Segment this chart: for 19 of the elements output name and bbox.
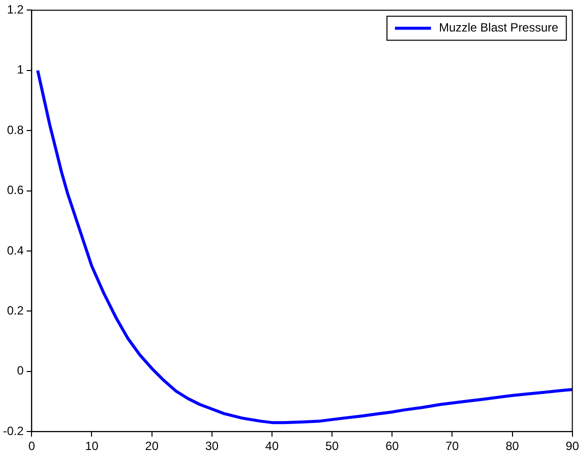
y-tick-label: 0.4 xyxy=(6,243,24,258)
y-tick-label: 0 xyxy=(16,364,24,378)
y-tick-label: -0.2 xyxy=(2,424,24,438)
y-tick-label: 1 xyxy=(16,62,24,77)
x-tick-label: 20 xyxy=(145,439,159,454)
y-tick-label: 0.6 xyxy=(6,183,24,198)
legend-label: Muzzle Blast Pressure xyxy=(438,20,559,35)
x-tick-label: 60 xyxy=(385,439,400,454)
x-tick-label: 30 xyxy=(205,439,219,454)
y-tick-label: 0.2 xyxy=(6,304,24,318)
y-tick-label: 1.2 xyxy=(6,2,24,17)
x-tick-label: 40 xyxy=(265,439,279,454)
x-tick-label: 80 xyxy=(506,439,520,454)
x-tick-label: 70 xyxy=(446,439,460,454)
x-tick-label: 50 xyxy=(325,439,340,454)
x-tick-label: 10 xyxy=(85,439,99,454)
x-tick-label: 0 xyxy=(28,439,36,454)
y-tick-label: 0.8 xyxy=(6,122,24,137)
x-tick-label: 90 xyxy=(566,439,580,454)
